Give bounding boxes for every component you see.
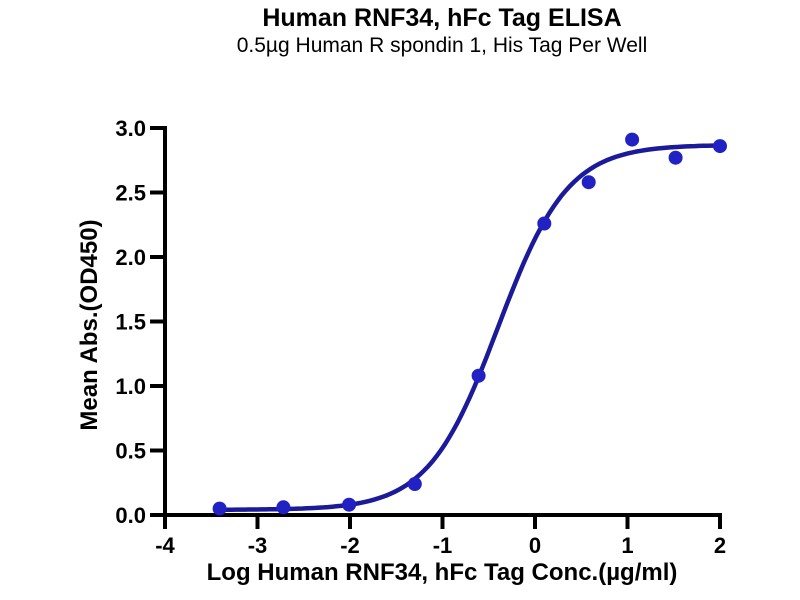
- y-tick-label: 1.5: [115, 310, 146, 335]
- x-axis-label: Log Human RNF34, hFc Tag Conc.(µg/ml): [206, 559, 678, 586]
- data-point: [581, 175, 596, 190]
- data-point: [537, 216, 552, 231]
- x-tick-label: -4: [155, 533, 175, 558]
- data-point: [342, 497, 357, 512]
- x-tick-label: 2: [714, 533, 726, 558]
- y-tick-label: 0.0: [115, 503, 146, 528]
- y-tick-label: 1.0: [115, 374, 146, 399]
- y-tick-label: 2.5: [115, 181, 146, 206]
- data-point: [212, 501, 227, 516]
- data-point: [276, 500, 291, 515]
- y-tick-label: 3.0: [115, 116, 146, 141]
- fit-curve: [217, 143, 723, 512]
- data-point: [625, 132, 640, 147]
- x-tick-label: 1: [621, 533, 633, 558]
- y-tick-label: 2.0: [115, 245, 146, 270]
- data-point: [713, 139, 727, 154]
- data-point: [471, 368, 486, 383]
- x-tick-label: -2: [340, 533, 360, 558]
- x-tick-label: -3: [248, 533, 268, 558]
- data-point: [407, 477, 422, 491]
- chart-subtitle: 0.5µg Human R spondin 1, His Tag Per Wel…: [236, 34, 648, 57]
- y-tick-label: 0.5: [115, 439, 146, 464]
- chart-title: Human RNF34, hFc Tag ELISA: [262, 4, 622, 32]
- data-point: [668, 150, 683, 165]
- x-tick-label: 0: [529, 533, 541, 558]
- x-tick-label: -1: [433, 533, 453, 558]
